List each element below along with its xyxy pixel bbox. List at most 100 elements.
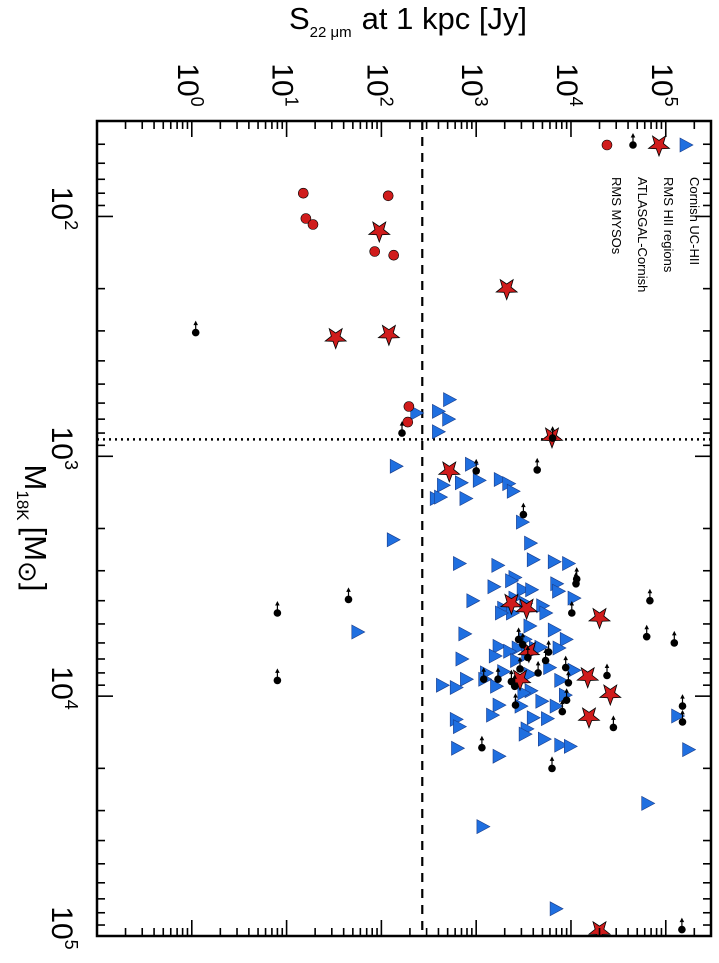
point-atlasgal-cornish-5 [519, 502, 528, 519]
point-rms-hii-regions-2 [324, 327, 348, 350]
point-cornish-uc-hii-45 [458, 626, 473, 642]
point-atlasgal-cornish-12-arrowhead [516, 627, 521, 632]
point-cornish-uc-hii-54-shape [455, 651, 470, 667]
point-cornish-uc-hii-86 [492, 748, 507, 764]
point-cornish-uc-hii-85-shape [563, 738, 578, 754]
x-tick-label: 100 [171, 63, 207, 106]
point-rms-mysos-1-shape [382, 190, 394, 202]
point-rms-hii-regions-5 [437, 461, 461, 484]
point-rms-hii-regions-6 [499, 593, 523, 616]
point-atlasgal-cornish-33 [609, 715, 618, 732]
point-atlasgal-cornish-30-arrowhead [564, 688, 569, 693]
point-rms-hii-regions-12 [598, 684, 622, 707]
point-atlasgal-cornish-11-arrowhead [647, 588, 653, 594]
x-tick-label: 103 [455, 63, 491, 106]
point-cornish-uc-hii-78-shape [671, 708, 686, 724]
point-rms-mysos-4-shape [369, 246, 381, 257]
point-cornish-uc-hii-90-shape [549, 901, 564, 917]
point-cornish-uc-hii-1 [432, 403, 447, 419]
point-cornish-uc-hii-2-shape [410, 405, 425, 421]
point-cornish-uc-hii-12-shape [506, 483, 521, 499]
point-rms-hii-regions-13-shape [577, 707, 601, 730]
point-atlasgal-cornish-11-dot [646, 596, 654, 605]
point-rms-hii-regions-7-shape [515, 598, 539, 621]
point-atlasgal-cornish-3-arrowhead [473, 458, 479, 464]
point-cornish-uc-hii-35-shape [466, 593, 481, 609]
point-cornish-uc-hii-82-shape [537, 731, 552, 747]
point-cornish-uc-hii-20-shape [547, 554, 562, 570]
point-atlasgal-cornish-25-arrowhead [509, 669, 514, 675]
point-cornish-uc-hii-16 [516, 514, 531, 530]
point-atlasgal-cornish-6-arrowhead [574, 567, 579, 572]
point-atlasgal-cornish-16 [670, 630, 679, 647]
point-atlasgal-cornish-21 [534, 660, 542, 677]
x-tick-label: 105 [645, 63, 681, 106]
legend-marker-star [647, 135, 671, 158]
point-cornish-uc-hii-83-shape [554, 737, 569, 753]
point-rms-hii-regions-3-shape [377, 324, 401, 347]
point-cornish-uc-hii-26 [552, 583, 567, 599]
point-atlasgal-cornish-33-dot [609, 723, 618, 732]
point-rms-mysos-7-shape [402, 416, 414, 428]
point-cornish-uc-hii-64 [436, 677, 451, 693]
point-cornish-uc-hii-30 [525, 582, 540, 598]
point-atlasgal-cornish-8-arrowhead [346, 587, 351, 592]
point-atlasgal-cornish-3 [472, 458, 480, 475]
y-tick-label-exponent: 5 [61, 940, 81, 950]
point-cornish-uc-hii-68 [517, 685, 532, 701]
point-cornish-uc-hii-14 [434, 489, 449, 505]
y-axis-title-symbol: ⊙ [13, 561, 43, 583]
point-atlasgal-cornish-0 [191, 320, 200, 337]
point-atlasgal-cornish-9-arrowhead [275, 601, 280, 606]
point-atlasgal-cornish-11 [646, 588, 654, 605]
point-rms-hii-regions-5-shape [437, 461, 461, 484]
point-atlasgal-cornish-12-dot [514, 635, 523, 644]
point-rms-hii-regions-1 [495, 278, 519, 301]
legend-label: Cornish UC-HII [687, 177, 702, 265]
point-cornish-uc-hii-52-shape [503, 643, 518, 659]
point-cornish-uc-hii-51-shape [488, 648, 503, 664]
point-atlasgal-cornish-7 [572, 571, 580, 588]
point-atlasgal-cornish-14-arrowhead [546, 640, 551, 645]
point-cornish-uc-hii-57 [543, 660, 558, 676]
point-cornish-uc-hii-4-shape [432, 424, 447, 440]
point-cornish-uc-hii-7 [493, 471, 508, 488]
point-rms-mysos-7 [402, 416, 414, 428]
point-cornish-uc-hii-20 [547, 554, 562, 570]
point-cornish-uc-hii-15 [459, 490, 474, 507]
point-rms-hii-regions-9 [517, 641, 541, 664]
point-atlasgal-cornish-7-arrowhead [573, 571, 579, 577]
point-rms-mysos-1 [382, 190, 394, 202]
point-cornish-uc-hii-79-shape [453, 719, 468, 735]
point-atlasgal-cornish-2-dot [548, 434, 557, 442]
point-cornish-uc-hii-89 [476, 819, 491, 835]
point-atlasgal-cornish-27 [510, 674, 519, 691]
point-cornish-uc-hii-11-shape [437, 477, 452, 493]
point-atlasgal-cornish-36-dot [548, 764, 556, 773]
point-cornish-uc-hii-39 [539, 605, 554, 621]
legend-marker-lower-limit-dot [629, 141, 637, 149]
point-cornish-uc-hii-6-shape [389, 458, 404, 474]
point-cornish-uc-hii-18 [524, 535, 539, 551]
x-axis-title-sub: 22 μm [310, 24, 352, 41]
point-cornish-uc-hii-5-shape [465, 456, 480, 472]
point-cornish-uc-hii-84-shape [451, 740, 466, 756]
x-tick-label-exponent: 3 [471, 97, 491, 107]
x-axis-title: S22 μm at 1 kpc [Jy] [289, 1, 527, 41]
point-cornish-uc-hii-78 [671, 708, 686, 724]
x-tick-label-exponent: 2 [376, 97, 396, 107]
point-rms-mysos-5-shape [388, 249, 400, 261]
point-atlasgal-cornish-16-arrowhead [672, 630, 677, 636]
legend-label: ATLASGAL-Cornish [635, 177, 650, 292]
point-atlasgal-cornish-7-dot [572, 580, 580, 588]
point-cornish-uc-hii-89-shape [476, 819, 491, 835]
point-atlasgal-cornish-27-arrowhead [512, 674, 517, 679]
point-atlasgal-cornish-21-arrowhead [535, 660, 541, 666]
y-axis-title-close: ] [18, 583, 53, 592]
point-atlasgal-cornish-4 [533, 457, 541, 474]
point-rms-mysos-0-shape [297, 187, 309, 199]
point-cornish-uc-hii-72-shape [492, 697, 507, 713]
point-atlasgal-cornish-35 [478, 735, 486, 752]
data-points [191, 187, 697, 936]
